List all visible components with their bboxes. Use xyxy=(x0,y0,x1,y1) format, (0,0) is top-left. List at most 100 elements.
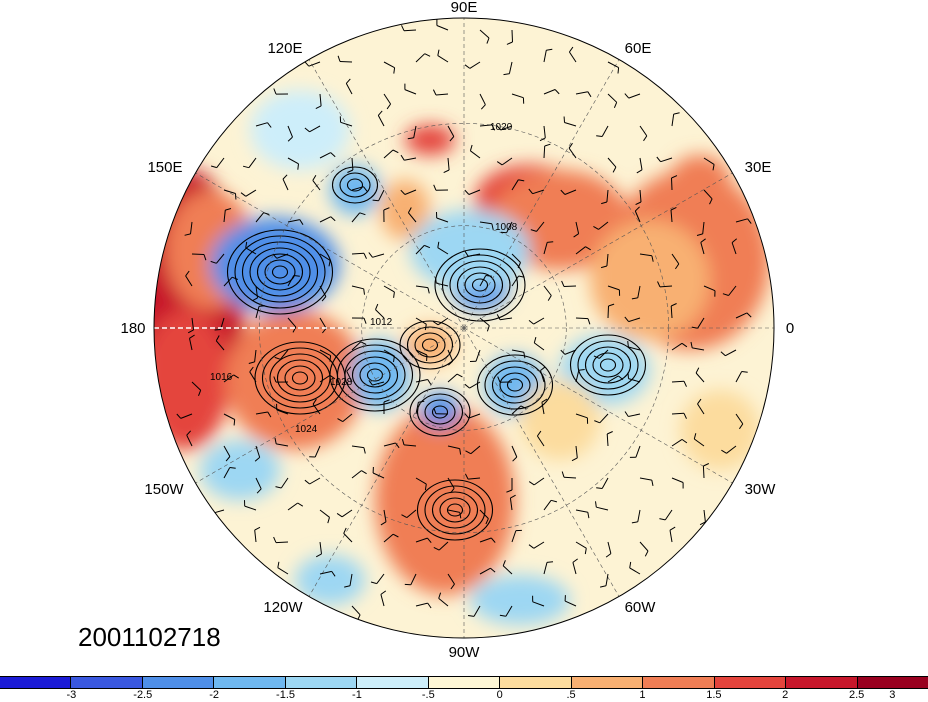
pressure-contour xyxy=(584,346,632,384)
anomaly-region xyxy=(405,125,455,155)
wind-barb xyxy=(185,275,193,287)
wind-barb-flag xyxy=(443,169,450,174)
wind-barb xyxy=(511,93,524,99)
colorbar-segment xyxy=(71,677,143,688)
wind-barb-flag xyxy=(330,152,336,158)
wind-barb xyxy=(287,157,299,165)
wind-barb xyxy=(671,438,683,447)
wind-barb-flag xyxy=(568,142,573,149)
wind-barb xyxy=(191,253,205,255)
longitude-label: 150E xyxy=(147,159,182,176)
wind-barb-flag xyxy=(254,526,261,531)
colorbar-segment xyxy=(714,677,787,688)
wind-barb-flag xyxy=(496,314,501,320)
wind-barb xyxy=(601,477,609,489)
wind-barb-flag xyxy=(550,499,558,503)
wind-barb-flag xyxy=(225,208,232,211)
wind-barb xyxy=(607,285,620,291)
wind-barb-flag xyxy=(465,450,472,455)
wind-barb-flag xyxy=(693,433,697,440)
colorbar-segment xyxy=(142,677,215,688)
wind-barb-flag xyxy=(528,544,535,549)
wind-barb-flag xyxy=(363,253,367,259)
pressure-contour xyxy=(291,371,309,385)
wind-barb xyxy=(534,342,545,351)
wind-barb xyxy=(671,380,685,383)
wind-barb xyxy=(435,93,449,96)
wind-barb-flag xyxy=(449,136,455,142)
wind-barb xyxy=(508,61,513,74)
pressure-contour xyxy=(569,334,647,396)
wind-barb-flag xyxy=(229,467,236,469)
wind-barb-flag xyxy=(450,487,455,494)
wind-barb-flag xyxy=(697,398,702,405)
wind-barb xyxy=(436,282,449,287)
wind-barb xyxy=(308,61,321,67)
pressure-contour xyxy=(406,326,454,364)
wind-barb-flag xyxy=(546,48,553,51)
wind-barb xyxy=(415,402,419,415)
wind-barb xyxy=(572,562,577,575)
wind-barb xyxy=(731,242,737,255)
colorbar-tick-label: 1.5 xyxy=(706,689,722,701)
wind-barb xyxy=(671,412,685,415)
wind-barb-flag xyxy=(203,254,207,261)
wind-barb xyxy=(543,285,552,296)
wind-barb-flag xyxy=(432,321,439,326)
wind-barb-flag xyxy=(644,550,649,557)
colorbar-tick-label: 1 xyxy=(639,689,646,701)
pressure-contour xyxy=(339,172,371,198)
wind-barb xyxy=(501,157,513,166)
pressure-contour xyxy=(249,247,311,297)
pressure-contour xyxy=(416,393,464,431)
wind-barb-flag xyxy=(560,349,566,355)
wind-barb-flag xyxy=(624,93,630,99)
wind-barb-flag xyxy=(512,456,518,462)
wind-barb-flag xyxy=(330,216,336,222)
wind-barb-flag xyxy=(380,521,387,526)
wind-barb xyxy=(479,509,489,519)
wind-barb xyxy=(735,413,744,425)
wind-barb-flag xyxy=(345,78,351,84)
wind-barb-flag xyxy=(240,192,247,197)
wind-barb-flag xyxy=(593,355,600,359)
wind-barb xyxy=(703,157,715,165)
wind-barb xyxy=(255,212,264,223)
wind-barb xyxy=(635,445,641,458)
wind-barb xyxy=(436,217,449,223)
wind-barb xyxy=(245,247,257,255)
wind-barb xyxy=(511,349,524,353)
wind-barb-flag xyxy=(329,355,332,362)
anomaly-region xyxy=(470,575,570,625)
wind-barb-flag xyxy=(636,169,643,174)
wind-barb xyxy=(664,509,673,521)
wind-barb-flag xyxy=(401,514,408,519)
wind-barb xyxy=(659,285,673,288)
pressure-contour xyxy=(471,278,489,292)
wind-barb-flag xyxy=(709,198,713,205)
pressure-contour xyxy=(346,178,364,192)
wind-barb xyxy=(351,605,361,616)
wind-barb xyxy=(564,349,577,355)
wind-barb xyxy=(735,218,748,223)
wind-barb-flag xyxy=(627,341,629,348)
longitude-label: 60W xyxy=(625,599,657,616)
wind-barb-flag xyxy=(629,561,632,568)
wind-barb-flag xyxy=(617,375,624,380)
wind-barb xyxy=(287,275,295,287)
wind-barb-flag xyxy=(651,255,654,262)
wind-barb-flag xyxy=(506,489,513,493)
anomaly-region xyxy=(680,390,760,470)
wind-barb-flag xyxy=(328,260,331,267)
wind-barb xyxy=(607,375,619,383)
wind-barb xyxy=(540,370,545,383)
wind-barb-flag xyxy=(631,521,638,524)
wind-barb xyxy=(223,467,231,479)
wind-barb-flag xyxy=(370,581,377,585)
pressure-contour xyxy=(399,320,461,370)
anomaly-region xyxy=(210,217,340,313)
wind-barb-flag xyxy=(696,233,703,236)
wind-barb xyxy=(191,317,194,330)
wind-barb xyxy=(383,533,394,543)
wind-barb-flag xyxy=(585,246,591,251)
